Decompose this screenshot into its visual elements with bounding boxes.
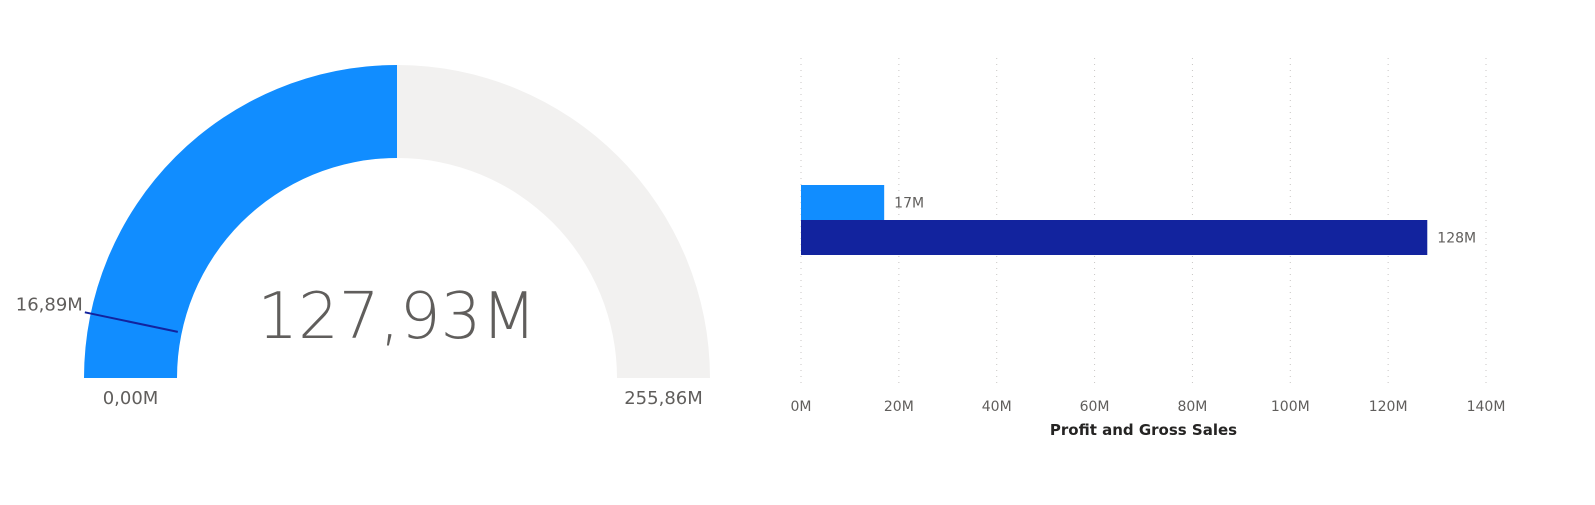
- gauge-target-marker[interactable]: [84, 311, 179, 333]
- x-axis-ticks: 0M 20M 40M 60M 80M 100M 120M 140M: [791, 399, 1506, 415]
- bars: 17M 128M: [801, 185, 1476, 255]
- bar-data-label: 128M: [1437, 231, 1476, 247]
- gauge-max-label: 255,86M: [624, 388, 703, 409]
- gauge-target-label: 16,89M: [16, 294, 83, 315]
- x-tick-label: 120M: [1369, 399, 1408, 415]
- x-tick-label: 100M: [1271, 399, 1310, 415]
- gauge-value-label: 127,93M: [257, 280, 536, 354]
- x-tick-label: 80M: [1177, 399, 1207, 415]
- x-tick-label: 60M: [1080, 399, 1110, 415]
- bar-data-label: 17M: [894, 196, 924, 212]
- x-tick-label: 20M: [884, 399, 914, 415]
- x-gridlines: [800, 58, 1487, 385]
- gauge-min-label: 0,00M: [103, 388, 159, 409]
- gauge-chart: 127,93M 0,00M 255,86M 16,89M: [16, 65, 710, 409]
- bar-chart: 17M 128M 0M 20M 40M 60M 80M 100M 120M 140M Profi…: [791, 58, 1506, 439]
- x-tick-label: 140M: [1467, 399, 1506, 415]
- bar[interactable]: [801, 220, 1428, 255]
- x-tick-label: 0M: [791, 399, 812, 415]
- bar[interactable]: [801, 185, 885, 220]
- x-tick-label: 40M: [982, 399, 1012, 415]
- x-axis-title: Profit and Gross Sales: [1050, 421, 1237, 439]
- gauge-value-fill[interactable]: [84, 65, 397, 378]
